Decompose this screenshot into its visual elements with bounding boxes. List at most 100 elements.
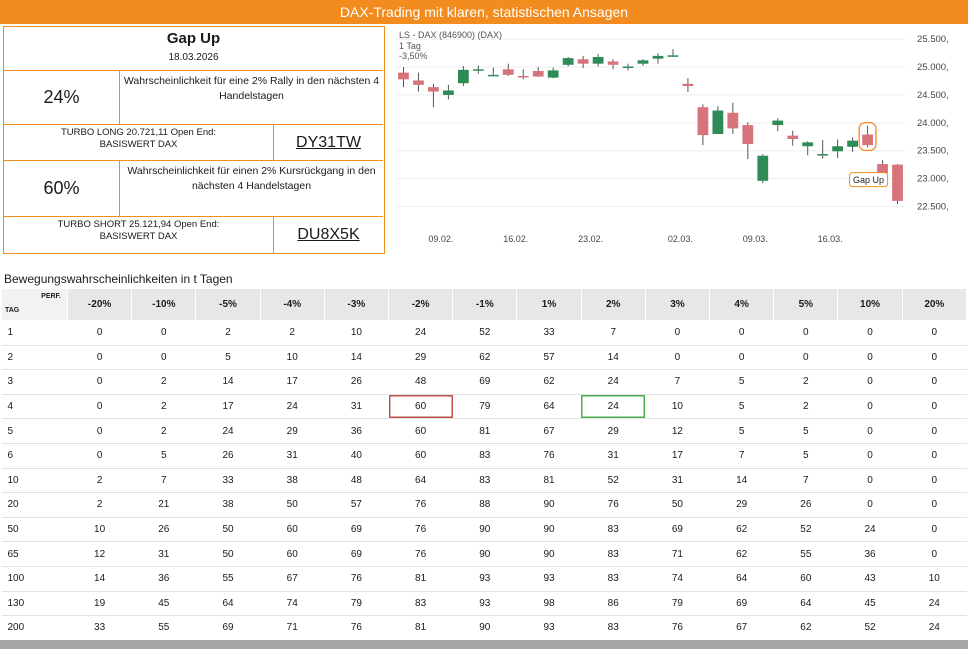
table-value-cell: 57	[516, 345, 582, 371]
table-value-cell: 76	[388, 492, 453, 518]
table-row: 50 10 26 50 60 69 76 90 90 83 69 62 52 24 0	[1, 517, 967, 543]
table-value-cell: 0	[902, 320, 967, 346]
candle	[517, 69, 529, 80]
table-value-cell: 10	[324, 320, 389, 346]
table-value-cell: 36	[131, 566, 196, 592]
short-probability: 60%	[4, 161, 120, 217]
table-value-cell: 24	[388, 320, 453, 346]
table-row: 100 14 36 55 67 76 81 93 93 83 74 64 60 43 10	[1, 566, 967, 592]
table-value-cell: 12	[645, 418, 710, 444]
table-value-cell: 50	[195, 541, 261, 567]
table-value-cell: 0	[837, 369, 903, 395]
table-value-cell: 0	[837, 468, 903, 494]
table-value-cell: 0	[902, 345, 967, 371]
candle	[577, 55, 589, 69]
candle	[847, 137, 858, 152]
table-value-cell: 67	[260, 566, 325, 592]
table-value-cell: 71	[260, 615, 325, 641]
table-value-cell: 2	[67, 468, 132, 494]
y-tick-label: 24.500,	[917, 90, 949, 101]
table-value-cell: 5	[773, 418, 838, 444]
table-value-cell: 81	[516, 468, 582, 494]
table-day-cell: 6	[1, 443, 68, 469]
table-value-cell: 5	[709, 369, 774, 395]
table-day-cell: 20	[1, 492, 68, 518]
table-value-cell: 79	[452, 394, 517, 420]
table-value-cell: 36	[324, 418, 389, 444]
table-value-cell: 31	[260, 443, 325, 469]
table-value-cell: 24	[581, 369, 646, 395]
long-underlying: BASISWERT DAX	[99, 139, 178, 150]
table-value-cell: 64	[709, 566, 774, 592]
table-value-cell: 43	[837, 566, 903, 592]
table-value-cell: 10	[67, 517, 132, 543]
table-corner: PERF. TAG	[1, 288, 68, 321]
candle	[892, 164, 903, 205]
table-value-cell: 52	[837, 615, 903, 641]
table-value-cell: 17	[260, 369, 325, 395]
table-value-cell: 81	[388, 615, 453, 641]
table-value-cell: 24	[260, 394, 325, 420]
candle	[562, 57, 574, 67]
short-wkn-link[interactable]: DU8X5K	[297, 226, 360, 243]
table-value-cell: 93	[516, 615, 582, 641]
short-underlying: BASISWERT DAX	[99, 231, 178, 242]
table-value-cell: 7	[645, 369, 710, 395]
table-section-title: Bewegungswahrscheinlichkeiten in t Tagen	[4, 272, 233, 286]
table-value-cell: 93	[452, 591, 517, 617]
table-value-cell: 0	[67, 345, 132, 371]
table-day-cell: 4	[1, 394, 68, 420]
x-tick-label: 16.03.	[818, 234, 843, 244]
candle	[398, 67, 409, 88]
table-value-cell: 31	[645, 468, 710, 494]
y-tick-label: 24.000,	[917, 118, 949, 129]
table-value-cell: 52	[581, 468, 646, 494]
candle	[413, 72, 424, 92]
table-value-cell: 7	[773, 468, 838, 494]
table-value-cell: 69	[709, 591, 774, 617]
table-value-cell: 76	[516, 443, 582, 469]
table-value-cell: 0	[773, 320, 838, 346]
table-value-cell: 93	[452, 566, 517, 592]
table-day-cell: 65	[1, 541, 68, 567]
table-value-cell: 90	[452, 615, 517, 641]
table-day-cell: 50	[1, 517, 68, 543]
probability-table: PERF. TAG -20% -10% -5% -4% -3% -2% -1% 1% 2% 3% 4…	[1, 288, 968, 641]
table-value-cell: 55	[195, 566, 261, 592]
table-value-cell: 45	[131, 591, 196, 617]
table-day-cell: 1	[1, 320, 68, 346]
table-header-row: PERF. TAG -20% -10% -5% -4% -3% -2% -1% 1% 2% 3% 4…	[1, 288, 968, 321]
table-value-cell: 31	[131, 541, 196, 567]
table-header-cell: -3%	[323, 288, 390, 321]
table-header-cell: 5%	[773, 288, 839, 321]
table-row: 1 0 0 2 2 10 24 52 33 7 0 0 0 0 0	[1, 320, 967, 346]
candle	[787, 130, 799, 146]
x-tick-label: 09.03.	[743, 234, 768, 244]
dax-chart: 25.500, 25.000, 24.500, 24.000, 23.500, 23.00…	[390, 26, 966, 254]
table-value-cell: 29	[388, 345, 453, 371]
table-value-cell: 5	[195, 345, 261, 371]
candle	[652, 53, 664, 64]
table-value-cell: 86	[581, 591, 646, 617]
signal-header: Gap Up 18.03.2026	[4, 27, 383, 71]
table-value-cell: 0	[709, 345, 774, 371]
table-value-cell: 93	[516, 566, 582, 592]
candle	[832, 139, 844, 158]
x-tick-label: 02.03.	[668, 234, 693, 244]
table-value-cell: 60	[388, 443, 453, 469]
table-value-cell: 81	[452, 418, 517, 444]
table-value-cell: 0	[131, 345, 196, 371]
table-value-cell: 0	[645, 320, 710, 346]
table-row: 200 33 55 69 71 76 81 90 93 83 76 67 62 52 24	[1, 615, 967, 641]
table-value-cell: 71	[645, 541, 710, 567]
chart-canvas: 25.500, 25.000, 24.500, 24.000, 23.500, 23.00…	[396, 30, 949, 244]
y-tick-label: 22.500,	[917, 201, 949, 212]
table-header-cell: -1%	[452, 288, 518, 321]
table-value-cell: 24	[902, 615, 967, 641]
long-wkn-link[interactable]: DY31TW	[296, 133, 361, 151]
table-value-cell: 26	[195, 443, 261, 469]
table-value-cell: 76	[388, 517, 453, 543]
table-value-cell: 76	[388, 541, 453, 567]
table-value-cell: 76	[324, 615, 389, 641]
table-value-cell: 24	[195, 418, 261, 444]
